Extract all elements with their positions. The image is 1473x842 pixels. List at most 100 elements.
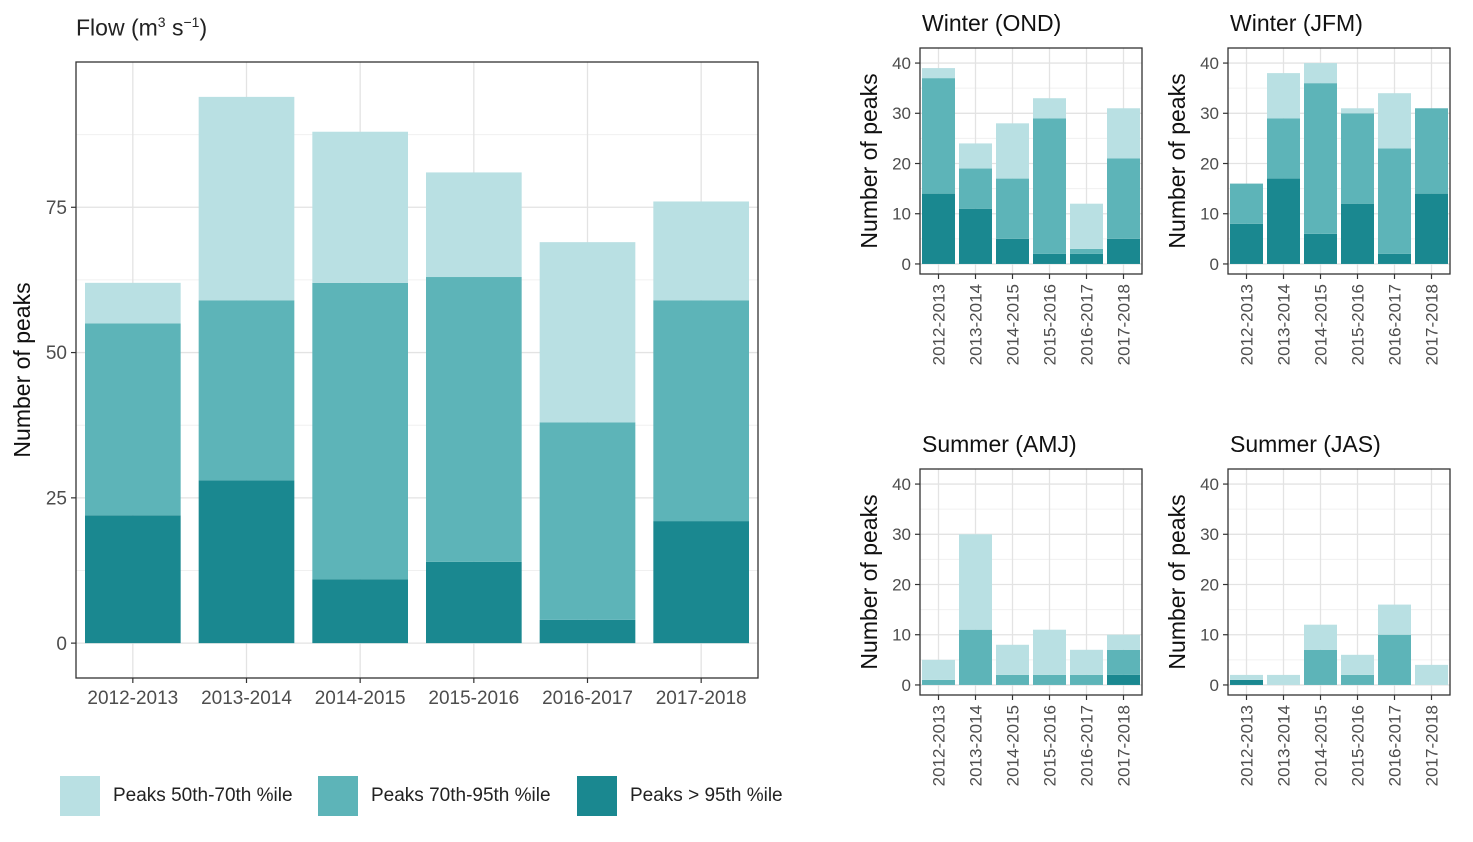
summer-amj-panel-title: Summer (AMJ) [922,431,1077,457]
winter-ond-bar-segment [1033,98,1066,119]
winter-ond-bar-segment [1107,108,1140,159]
winter-jfm-y-tick-label: 30 [1200,104,1219,123]
flow-title-suffix: ) [199,14,208,41]
summer-amj-panel: 0 10 20 30 40 2012-2013 2013-2014 2014-2015 2015… [856,431,1143,786]
summer-jas-bar-segment [1378,634,1411,685]
winter-ond-x-tick-label: 2017-2018 [1114,284,1133,365]
winter-jfm-y-tick-label: 0 [1210,255,1219,274]
main-bar-segment [653,201,749,301]
main-bar-segment [312,131,408,283]
summer-jas-panel-title: Summer (JAS) [1230,431,1381,457]
main-panel-border [75,61,759,679]
main-bar-segment [539,422,636,620]
summer-jas-panel: 0 10 20 30 40 2012-2013 2013-2014 2014-2015 2015… [1164,431,1451,786]
main-y-axis-label: Number of peaks [9,282,35,457]
winter-ond-bar-segment [1070,253,1103,264]
main-bar-segment [312,282,408,580]
winter-jfm-panel-border [1227,47,1451,275]
main-bar-segment [426,277,522,562]
summer-jas-bar-segment [1378,604,1411,635]
winter-jfm-bar-segment [1304,83,1337,234]
winter-jfm-y-tick-label: 20 [1200,154,1219,173]
winter-ond-x-tick-label: 2016-2017 [1077,284,1096,365]
summer-amj-panel-border [919,468,1143,696]
summer-jas-bar-segment [1415,664,1448,685]
main-bar-segment [312,579,408,644]
main-bar-segment [653,521,749,644]
winter-ond-y-tick-label: 20 [892,154,911,173]
flow-title-middle: s [165,14,184,41]
summer-amj-y-tick-label: 20 [892,575,911,594]
legend-swatch-over-95 [577,776,617,816]
summer-amj-bar-segment [1070,649,1103,675]
winter-ond-y-tick-label: 10 [892,205,911,224]
summer-jas-y-tick-label: 0 [1210,676,1219,695]
winter-ond-bar-segment [1107,158,1140,239]
winter-ond-x-tick-label: 2014-2015 [1003,284,1022,365]
summer-amj-y-tick-label: 0 [902,676,911,695]
summer-jas-bar-segment [1304,624,1337,650]
summer-amj-y-tick-label: 40 [892,475,911,494]
summer-jas-x-tick-label: 2015-2016 [1348,705,1367,786]
winter-jfm-panel: 0 10 20 30 40 2012-2013 2013-2014 2014-2015 2015… [1164,10,1451,365]
summer-amj-bar-segment [922,659,955,680]
main-bar-segment [539,242,636,423]
summer-jas-x-tick-label: 2012-2013 [1237,705,1256,786]
winter-jfm-bar-segment [1341,113,1374,204]
winter-ond-bar-segment [1033,253,1066,264]
summer-jas-bar-segment [1230,674,1263,680]
summer-amj-bar-segment [959,629,992,685]
legend-swatch-70-95 [318,776,358,816]
winter-ond-x-tick-label: 2015-2016 [1040,284,1059,365]
winter-jfm-panel-title: Winter (JFM) [1230,10,1363,36]
winter-ond-bar-segment [959,208,992,264]
main-y-tick-label: 75 [46,198,67,219]
winter-ond-bar-segment [996,238,1029,264]
summer-amj-bar-segment [1033,674,1066,685]
winter-ond-y-axis-label: Number of peaks [856,73,882,248]
main-y-tick-label: 50 [46,343,67,364]
summer-jas-x-tick-label: 2016-2017 [1385,705,1404,786]
winter-jfm-bar-segment [1378,253,1411,264]
winter-ond-panel-title: Winter (OND) [922,10,1061,36]
summer-amj-y-axis-label: Number of peaks [856,494,882,669]
winter-jfm-bar-segment [1267,73,1300,119]
main-x-tick-label: 2014-2015 [315,688,406,709]
summer-jas-bar-segment [1304,649,1337,685]
winter-jfm-bar-segment [1230,223,1263,264]
flow-units-title: Flow (m3 s−1) [76,14,207,42]
main-y-tick-label: 25 [46,488,67,509]
winter-ond-bar-segment [922,78,955,194]
winter-jfm-bar-segment [1378,148,1411,254]
winter-jfm-x-tick-label: 2016-2017 [1385,284,1404,365]
summer-amj-bar-segment [959,534,992,630]
main-x-tick-label: 2012-2013 [87,688,178,709]
summer-amj-x-tick-label: 2014-2015 [1003,705,1022,786]
summer-jas-y-tick-label: 10 [1200,626,1219,645]
winter-jfm-x-tick-label: 2015-2016 [1348,284,1367,365]
winter-ond-x-tick-label: 2013-2014 [966,284,985,365]
winter-ond-panel-border [919,47,1143,275]
winter-ond-y-tick-label: 30 [892,104,911,123]
summer-jas-y-tick-label: 20 [1200,575,1219,594]
winter-ond-bar-segment [996,123,1029,179]
summer-jas-x-tick-label: 2013-2014 [1274,705,1293,786]
main-x-tick-label: 2013-2014 [201,688,292,709]
main-bar-segment [198,300,295,481]
winter-jfm-x-tick-label: 2017-2018 [1422,284,1441,365]
summer-jas-bar-segment [1267,674,1300,685]
flow-title-exponent-1: 3 [157,14,166,30]
winter-jfm-bar-segment [1378,93,1411,149]
summer-amj-x-tick-label: 2016-2017 [1077,705,1096,786]
winter-jfm-bar-segment [1341,203,1374,264]
winter-ond-bar-segment [996,178,1029,239]
winter-jfm-bar-segment [1341,108,1374,114]
winter-jfm-bar-segment [1304,63,1337,84]
winter-ond-y-tick-label: 40 [892,54,911,73]
winter-ond-bar-segment [1107,238,1140,264]
winter-jfm-bar-segment [1415,193,1448,264]
legend-label-over-95: Peaks > 95th %ile [630,785,783,806]
summer-amj-y-tick-label: 30 [892,525,911,544]
winter-jfm-x-tick-label: 2013-2014 [1274,284,1293,365]
